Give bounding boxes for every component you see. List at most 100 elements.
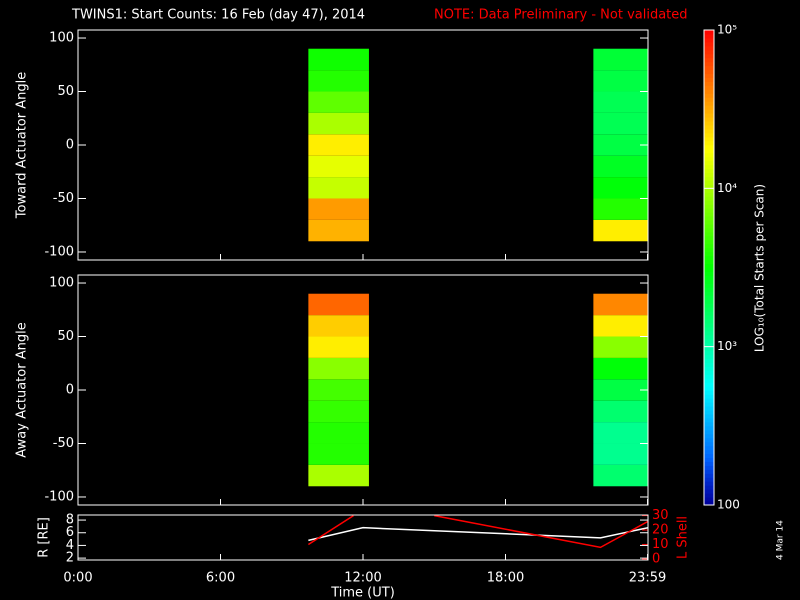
colorbar-step: [704, 445, 714, 451]
colorbar-step: [704, 235, 714, 241]
colorbar-step: [704, 307, 714, 312]
colorbar-step: [704, 148, 714, 154]
colorbar-step: [704, 251, 714, 257]
y-tick-label: 100: [49, 31, 74, 46]
y-tick-label: 4: [66, 538, 74, 553]
heatmap-cell: [593, 315, 648, 337]
colorbar-step: [704, 172, 714, 177]
colorbar-step: [704, 200, 714, 205]
colorbar-step: [704, 192, 714, 197]
y-axis-label: Away Actuator Angle: [15, 322, 30, 457]
colorbar-tick-label: 10⁴: [717, 181, 737, 195]
colorbar-step: [704, 176, 714, 181]
colorbar-step: [704, 493, 714, 498]
colorbar-step: [704, 65, 714, 71]
colorbar-step: [704, 41, 714, 47]
colorbar-step: [704, 45, 714, 51]
colorbar-step: [704, 287, 714, 292]
colorbar-step: [704, 125, 714, 130]
y2-tick-label: 30: [652, 508, 669, 523]
colorbar-step: [704, 295, 714, 300]
colorbar-step: [704, 101, 714, 106]
data-line: [307, 515, 648, 549]
heatmap-cell: [308, 48, 369, 71]
colorbar-step: [704, 315, 714, 320]
y-tick-label: 0: [66, 138, 74, 153]
colorbar-step: [704, 410, 714, 415]
colorbar-step: [704, 346, 714, 352]
colorbar-step: [704, 69, 714, 75]
heatmap-cell: [308, 177, 369, 199]
colorbar-step: [704, 362, 714, 367]
colorbar-step: [704, 37, 714, 43]
heatmap-cell: [593, 48, 648, 71]
heatmap-cell: [593, 379, 648, 401]
colorbar-step: [704, 184, 714, 189]
colorbar-step: [704, 390, 714, 395]
colorbar-step: [704, 188, 714, 193]
stamp: 4 Mar 14: [776, 520, 786, 560]
colorbar-step: [704, 394, 714, 399]
heatmap-cell: [308, 400, 369, 423]
colorbar-step: [704, 271, 714, 276]
colorbar-step: [704, 77, 714, 82]
colorbar-step: [704, 30, 714, 35]
y-tick-label: 0: [66, 383, 74, 398]
y-tick-label: -50: [53, 191, 74, 206]
colorbar-step: [704, 374, 714, 379]
y-tick-label: 50: [57, 84, 74, 99]
colorbar-step: [704, 370, 714, 375]
y2-tick-label: 0: [652, 551, 660, 566]
colorbar-step: [704, 425, 714, 431]
colorbar-step: [704, 33, 714, 39]
colorbar-step: [704, 196, 714, 201]
colorbar-step: [704, 97, 714, 102]
heatmap-cell: [308, 336, 369, 358]
colorbar-step: [704, 398, 714, 403]
colorbar-step: [704, 358, 714, 363]
colorbar-step: [704, 259, 714, 265]
colorbar-step: [704, 223, 714, 229]
colorbar-step: [704, 473, 714, 478]
colorbar-step: [704, 128, 714, 134]
colorbar-step: [704, 342, 714, 348]
y-tick-label: 100: [49, 276, 74, 291]
y-axis-label: R [RE]: [37, 517, 52, 558]
colorbar-step: [704, 334, 714, 340]
colorbar-step: [704, 109, 714, 114]
colorbar-step: [704, 89, 714, 94]
colorbar-label: LOG₁₀(Total Starts per Scan): [753, 184, 767, 352]
colorbar-step: [704, 144, 714, 150]
heatmap-cell: [308, 379, 369, 401]
colorbar-step: [704, 113, 714, 118]
y-axis-label: Toward Actuator Angle: [15, 72, 30, 219]
colorbar-step: [704, 441, 714, 447]
heatmap-cell: [308, 422, 369, 444]
colorbar-step: [704, 477, 714, 482]
y-tick-label: -50: [53, 436, 74, 451]
colorbar-step: [704, 117, 714, 122]
colorbar-step: [704, 465, 714, 470]
colorbar-step: [704, 283, 714, 288]
heatmap-cell: [308, 134, 369, 156]
heatmap-cell: [308, 293, 369, 316]
colorbar-step: [704, 227, 714, 233]
x-tick-label: 0:00: [63, 571, 92, 586]
heatmap-cell: [593, 155, 648, 178]
colorbar-step: [704, 485, 714, 490]
colorbar-step: [704, 136, 714, 142]
y-tick-label: 8: [66, 513, 74, 528]
chart-title: TWINS1: Start Counts: 16 Feb (day 47), 2…: [71, 8, 365, 23]
heatmap-cell: [593, 464, 648, 487]
colorbar-step: [704, 378, 714, 383]
colorbar-step: [704, 81, 714, 86]
colorbar-step: [704, 220, 714, 225]
colorbar-step: [704, 208, 714, 213]
x-tick-label: 18:00: [487, 571, 524, 586]
colorbar-step: [704, 243, 714, 249]
heatmap-cell: [593, 357, 648, 380]
colorbar-step: [704, 382, 714, 387]
colorbar-step: [704, 57, 714, 63]
colorbar-step: [704, 497, 714, 502]
colorbar-step: [704, 275, 714, 280]
